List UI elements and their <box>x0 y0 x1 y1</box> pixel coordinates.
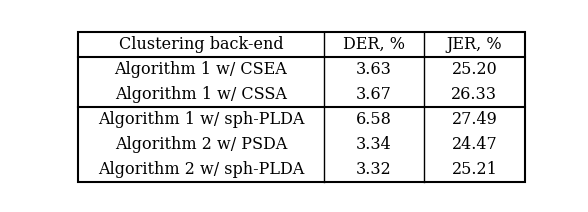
Text: JER, %: JER, % <box>447 36 502 53</box>
Text: 25.21: 25.21 <box>452 161 497 178</box>
Text: 24.47: 24.47 <box>452 136 497 153</box>
Text: Algorithm 2 w/ PSDA: Algorithm 2 w/ PSDA <box>115 136 287 153</box>
Text: Clustering back-end: Clustering back-end <box>119 36 283 53</box>
Text: 26.33: 26.33 <box>452 86 497 103</box>
Text: Algorithm 2 w/ sph-PLDA: Algorithm 2 w/ sph-PLDA <box>98 161 304 178</box>
Text: 3.34: 3.34 <box>356 136 392 153</box>
Text: Algorithm 1 w/ CSSA: Algorithm 1 w/ CSSA <box>115 86 287 103</box>
Text: 6.58: 6.58 <box>356 111 392 128</box>
Text: DER, %: DER, % <box>343 36 405 53</box>
Text: 3.63: 3.63 <box>356 61 392 78</box>
Text: 27.49: 27.49 <box>452 111 497 128</box>
Text: 3.67: 3.67 <box>356 86 392 103</box>
Text: 25.20: 25.20 <box>452 61 497 78</box>
Text: Algorithm 1 w/ CSEA: Algorithm 1 w/ CSEA <box>115 61 288 78</box>
Text: 3.32: 3.32 <box>356 161 392 178</box>
Text: Algorithm 1 w/ sph-PLDA: Algorithm 1 w/ sph-PLDA <box>98 111 304 128</box>
